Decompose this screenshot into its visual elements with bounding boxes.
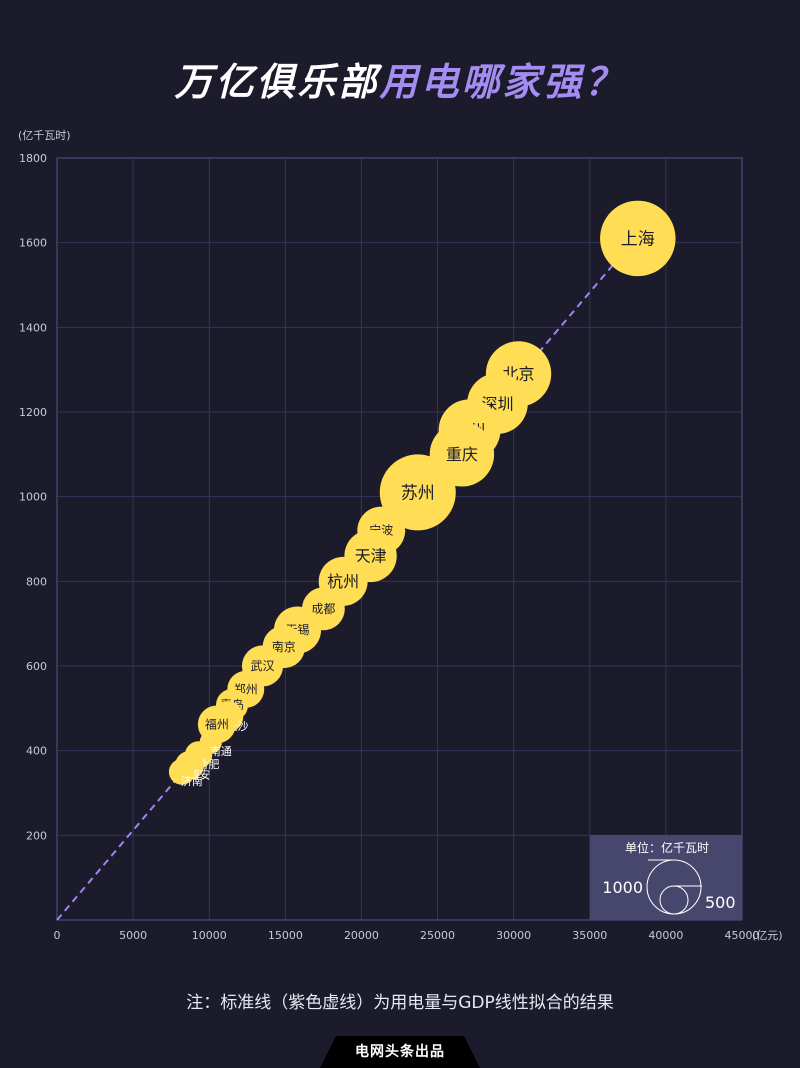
x-tick-label: 35000 bbox=[572, 929, 607, 942]
bubble-label: 济南 bbox=[181, 774, 203, 788]
legend-small-label: 500 bbox=[705, 893, 736, 912]
y-tick-label: 200 bbox=[26, 829, 47, 842]
y-tick-label: 1600 bbox=[19, 237, 47, 250]
title-part1: 万亿俱乐部 bbox=[174, 60, 380, 104]
bubbles: 上海北京深圳广州重庆苏州宁波天津杭州成都无锡南京武汉郑州青岛长沙福州南通合肥西安… bbox=[168, 200, 676, 788]
bubble bbox=[168, 758, 195, 785]
footnote: 注：标准线（紫色虚线）为用电量与GDP线性拟合的结果 bbox=[186, 993, 614, 1013]
x-tick-label: 45000 bbox=[725, 929, 760, 942]
footer-band bbox=[320, 1036, 480, 1068]
legend-title: 单位：亿千瓦时 bbox=[625, 840, 709, 855]
x-tick-label: 25000 bbox=[420, 929, 455, 942]
x-tick-label: 5000 bbox=[119, 929, 147, 942]
bubble bbox=[600, 200, 676, 277]
legend-big-label: 1000 bbox=[602, 878, 643, 897]
bubble-label: 成都 bbox=[311, 602, 335, 616]
footer-credit: 电网头条出品 bbox=[355, 1044, 445, 1060]
x-tick-label: 10000 bbox=[192, 929, 227, 942]
bubble-label: 苏州 bbox=[401, 484, 435, 504]
bubble-label: 武汉 bbox=[250, 659, 274, 673]
y-tick-label: 400 bbox=[26, 745, 47, 758]
x-tick-label: 20000 bbox=[344, 929, 379, 942]
y-tick-label: 1800 bbox=[19, 152, 47, 165]
bubble-label: 天津 bbox=[355, 547, 387, 566]
plot-frame bbox=[56, 157, 743, 921]
title-part2: 用电哪家强？ bbox=[379, 60, 626, 104]
axis-ticks: 0 5000 10000 15000 20000 25000 30000 35000 40000… bbox=[19, 152, 760, 942]
bubble-label: 重庆 bbox=[446, 445, 478, 464]
bubble-label: 南京 bbox=[272, 639, 296, 654]
bubble-label: 南通 bbox=[210, 745, 232, 758]
x-tick-label: 30000 bbox=[496, 929, 531, 942]
bubble-label: 福州 bbox=[205, 716, 229, 731]
bubble bbox=[379, 454, 456, 531]
x-tick-label: 15000 bbox=[268, 929, 303, 942]
bubble-chart: 0 5000 10000 15000 20000 25000 30000 35000 40000… bbox=[18, 129, 783, 942]
page-title: 万亿俱乐部用电哪家强？ bbox=[0, 56, 800, 108]
y-tick-label: 1400 bbox=[19, 321, 47, 334]
x-tick-label: 0 bbox=[54, 929, 61, 942]
y-tick-label: 600 bbox=[26, 660, 47, 673]
bubble-label: 杭州 bbox=[327, 572, 359, 591]
y-axis-unit: (亿千瓦时) bbox=[18, 129, 71, 142]
bubble-label: 上海 bbox=[621, 230, 655, 250]
x-axis-unit: (亿元) bbox=[752, 929, 783, 942]
legend-background bbox=[590, 835, 742, 920]
y-tick-label: 800 bbox=[26, 575, 47, 588]
size-legend: 单位：亿千瓦时 1000 500 bbox=[590, 835, 742, 920]
y-tick-label: 1200 bbox=[19, 406, 47, 419]
x-tick-label: 40000 bbox=[648, 929, 683, 942]
y-tick-label: 1000 bbox=[19, 491, 47, 504]
